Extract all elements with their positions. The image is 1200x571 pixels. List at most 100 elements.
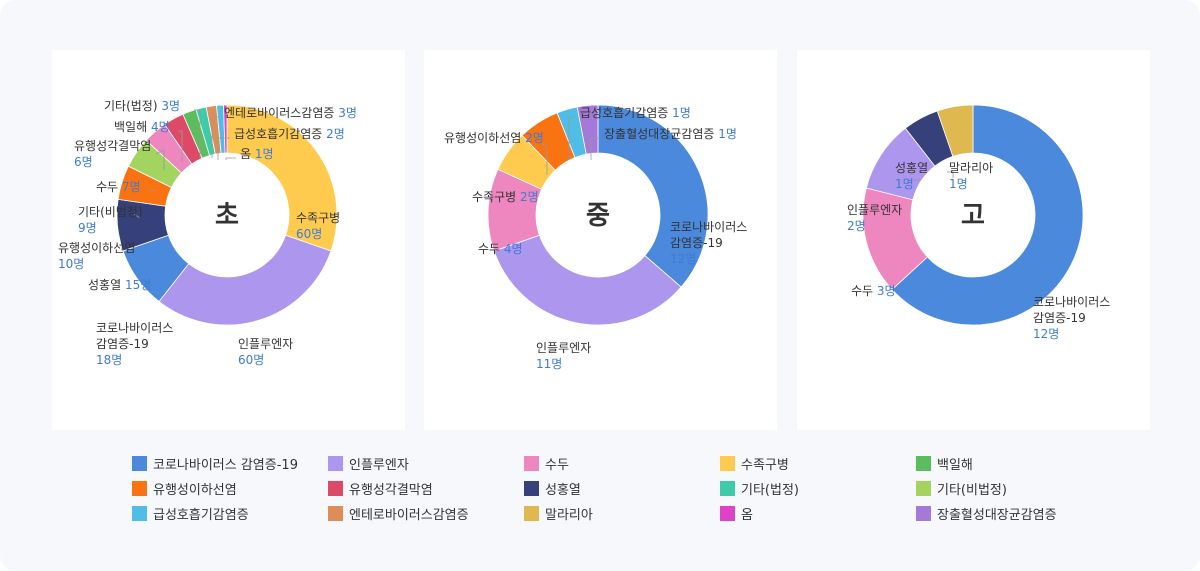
- legend-item[interactable]: 말라리아: [524, 502, 593, 524]
- slice-label: 옴 1명: [240, 147, 274, 161]
- leader-line: [194, 109, 201, 158]
- legend-label: 코로나바이러스 감염증-19: [153, 457, 298, 473]
- leader-line: [155, 149, 165, 170]
- slice-label: 수두 4명: [478, 242, 523, 256]
- donut-chart-svg: 코로나바이러스 감염증-19 12명 수두 3명 인플루엔자 2명 성홍열 1명 말라리아 1명고: [847, 104, 1110, 341]
- slice-label: 수족구병 60명: [296, 211, 340, 241]
- legend-swatch: [916, 505, 931, 521]
- legend-label: 백일해: [937, 457, 973, 473]
- slice-label: 급성호흡기감염증 1명: [580, 106, 691, 120]
- legend-label: 옴: [741, 507, 753, 523]
- legend-label: 인플루엔자: [349, 457, 409, 473]
- legend-label: 유행성각결막염: [349, 482, 433, 498]
- slice-label: 수두 7명: [96, 180, 141, 194]
- legend-swatch: [132, 480, 147, 496]
- legend-swatch: [524, 480, 539, 496]
- slice-label: 유행성각결막염 6명: [74, 138, 151, 169]
- slice-label: 코로나바이러스 감염증-19 12명: [1033, 295, 1110, 341]
- legend-item[interactable]: 엔테로바이러스감염증: [328, 502, 469, 524]
- legend-swatch: [328, 505, 343, 521]
- leader-line: [947, 171, 954, 178]
- legend-swatch: [328, 480, 343, 496]
- donut-slice[interactable]: [158, 234, 332, 326]
- legend-item[interactable]: 기타(비법정): [916, 477, 1007, 499]
- slice-label: 성홍열 15명: [88, 278, 151, 292]
- legend-item[interactable]: 유행성이하선염: [132, 477, 237, 499]
- legend-item[interactable]: 유행성각결막염: [328, 477, 433, 499]
- slice-label: 기타(비법정) 9명: [78, 205, 143, 235]
- donut-slice[interactable]: [226, 104, 338, 252]
- legend-item[interactable]: 인플루엔자: [328, 452, 409, 474]
- legend-item[interactable]: 수족구병: [720, 452, 789, 474]
- legend-item[interactable]: 성홍열: [524, 477, 581, 499]
- leader-line: [568, 116, 576, 160]
- donut-center-label: 고: [961, 201, 985, 231]
- legend-item[interactable]: 급성호흡기감염증: [132, 502, 249, 524]
- donut-slice[interactable]: [597, 104, 709, 288]
- legend-label: 말라리아: [545, 507, 593, 523]
- leader-line: [539, 141, 548, 175]
- slice-label: 인플루엔자 11명: [536, 341, 591, 371]
- legend-label: 수두: [545, 457, 569, 473]
- legend-label: 엔테로바이러스감염증: [349, 507, 469, 523]
- slice-label: 인플루엔자 60명: [238, 337, 293, 367]
- slice-label: 엔테로바이러스감염증 3명: [224, 106, 357, 120]
- donut-slice[interactable]: [493, 234, 682, 326]
- slice-label: 백일해 4명: [114, 120, 170, 134]
- leader-line: [211, 116, 220, 158]
- donut-slice[interactable]: [891, 104, 1084, 326]
- leader-line: [149, 189, 157, 192]
- slice-label: 유행성이하선염 10명: [58, 240, 135, 271]
- legend-swatch: [328, 455, 343, 471]
- legend-swatch: [720, 455, 735, 471]
- slice-label: 말라리아 1명: [949, 161, 993, 191]
- legend-item[interactable]: 기타(법정): [720, 477, 799, 499]
- slice-label: 코로나바이러스 감염증-19 18명: [96, 321, 173, 367]
- legend-swatch: [132, 455, 147, 471]
- legend-item[interactable]: 코로나바이러스 감염증-19: [132, 452, 298, 474]
- legend-label: 급성호흡기감염증: [153, 507, 249, 523]
- legend-swatch: [916, 480, 931, 496]
- slice-label: 인플루엔자 2명: [847, 203, 902, 233]
- legend-swatch: [720, 480, 735, 496]
- slice-label: 수족구병 2명: [472, 190, 539, 204]
- donut-slice[interactable]: [936, 104, 974, 157]
- leader-line: [178, 130, 183, 162]
- legend-swatch: [132, 505, 147, 521]
- legend-swatch: [524, 505, 539, 521]
- slice-label: 수두 3명: [851, 284, 896, 298]
- slice-label: 성홍열 1명: [895, 161, 928, 191]
- leader-line: [590, 137, 600, 160]
- legend-item[interactable]: 백일해: [916, 452, 973, 474]
- slice-label: 장출혈성대장균감염증 1명: [604, 127, 737, 141]
- slice-label: 기타(법정) 3명: [104, 99, 180, 113]
- donut-center-label: 중: [586, 201, 610, 231]
- legend-swatch: [916, 455, 931, 471]
- legend-swatch: [524, 455, 539, 471]
- leader-line: [133, 213, 141, 219]
- donut-slice[interactable]: [576, 104, 599, 155]
- slice-label: 유행성이하선염 2명: [444, 130, 544, 145]
- slice-label: 코로나바이러스 감염증-19 12명: [670, 220, 747, 266]
- legend-item[interactable]: 옴: [720, 502, 753, 524]
- donut-slice[interactable]: [223, 104, 228, 154]
- legend-label: 유행성이하선염: [153, 482, 237, 498]
- legend-label: 기타(비법정): [937, 482, 1007, 498]
- legend-label: 기타(법정): [741, 482, 799, 498]
- leader-line: [225, 157, 236, 160]
- legend-item[interactable]: 수두: [524, 452, 569, 474]
- legend-label: 수족구병: [741, 457, 789, 473]
- legend-label: 장출혈성대장균감염증: [937, 507, 1057, 523]
- legend-label: 성홍열: [545, 482, 581, 498]
- slice-label: 급성호흡기감염증 2명: [234, 127, 345, 141]
- donut-center-label: 초: [215, 201, 239, 231]
- leader-line: [217, 137, 230, 160]
- legend-swatch: [720, 505, 735, 521]
- legend-item[interactable]: 장출혈성대장균감염증: [916, 502, 1057, 524]
